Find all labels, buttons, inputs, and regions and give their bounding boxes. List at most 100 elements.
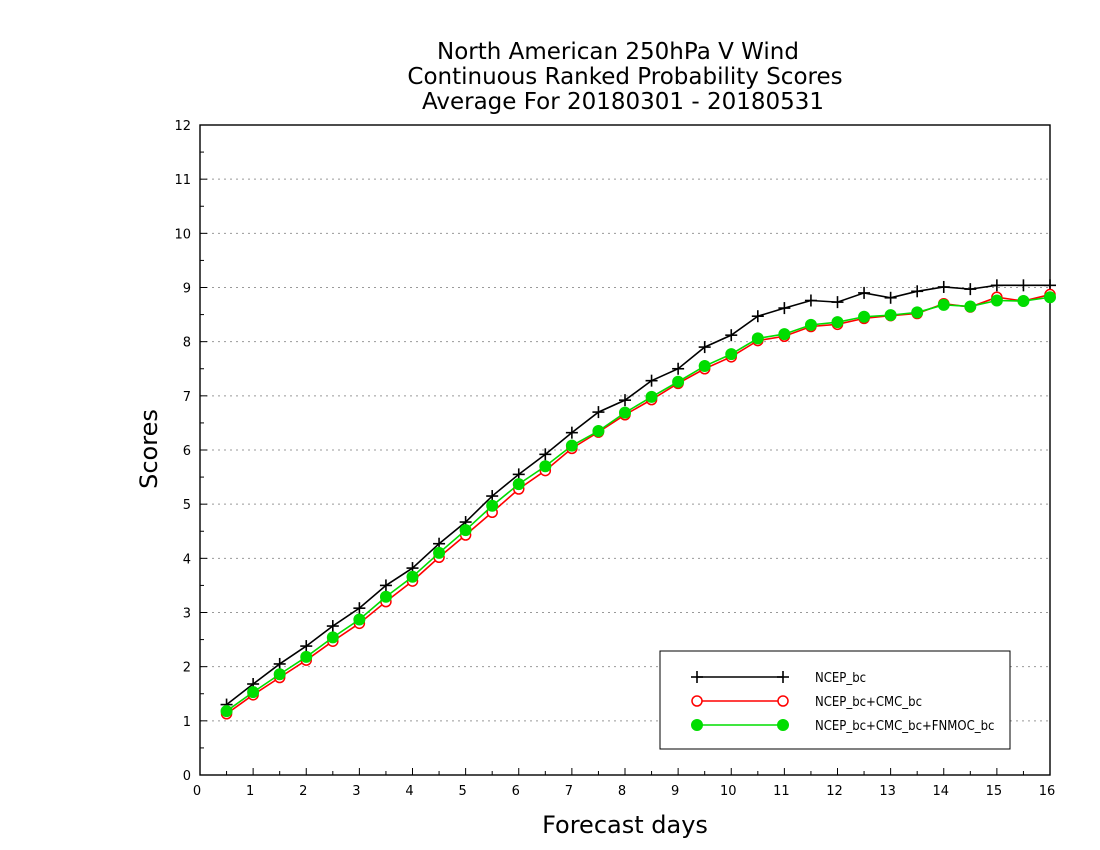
x-tick-label: 9: [671, 784, 679, 799]
chart-title: North American 250hPa V Wind Continuous …: [407, 39, 842, 115]
data-point: [645, 390, 658, 403]
y-tick-label: 2: [183, 661, 191, 676]
y-tick-label: 5: [183, 498, 191, 513]
data-point: [1017, 295, 1030, 308]
y-tick-label: 12: [174, 119, 191, 134]
data-point: [831, 296, 844, 309]
data-point: [433, 546, 446, 559]
data-point: [247, 686, 260, 699]
data-point: [751, 332, 764, 345]
data-point: [698, 341, 711, 354]
y-tick-label: 6: [183, 444, 191, 459]
legend-marker-end: [777, 719, 789, 731]
x-tick-label: 16: [1039, 784, 1056, 799]
x-axis-label: Forecast days: [542, 811, 708, 839]
series-2: [220, 291, 1056, 718]
legend-marker-end: [777, 671, 789, 683]
legend-marker-start: [691, 695, 703, 707]
x-tick-label: 0: [193, 784, 201, 799]
data-point: [486, 499, 499, 512]
data-point: [858, 286, 871, 299]
data-point: [911, 285, 924, 298]
x-tick-label: 8: [618, 784, 626, 799]
y-tick-label: 0: [183, 769, 191, 784]
legend-marker-start: [691, 719, 703, 731]
legend: NCEP_bc NCEP_bc+CMC_bc NCEP_bc+CMC_bc+FNMO…: [659, 650, 1011, 750]
data-point: [645, 374, 658, 387]
data-point: [326, 620, 339, 633]
data-point: [565, 426, 578, 439]
legend-box: [659, 650, 1011, 750]
y-tick-label: 7: [183, 390, 191, 405]
series: [220, 279, 1056, 720]
x-tick-label: 1: [246, 784, 254, 799]
y-tick-label: 3: [183, 607, 191, 622]
x-tick-label: 7: [565, 784, 573, 799]
x-tick-label: 5: [458, 784, 466, 799]
data-point: [937, 298, 950, 311]
legend-marker-start: [691, 671, 703, 683]
data-point: [884, 309, 897, 322]
title-line-3: Average For 20180301 - 20180531: [422, 89, 824, 115]
data-point: [539, 460, 552, 473]
y-axis-label: Scores: [135, 409, 163, 489]
data-point: [300, 650, 313, 663]
data-point: [1044, 291, 1056, 304]
series-line-0: [226, 284, 1050, 706]
x-tick-label: 11: [773, 784, 790, 799]
data-point: [990, 279, 1003, 292]
x-tick-label: 2: [299, 784, 307, 799]
data-point: [751, 310, 764, 323]
data-point: [804, 318, 817, 331]
data-point: [778, 328, 791, 341]
y-tick-label: 11: [174, 173, 191, 188]
data-point: [964, 283, 977, 296]
data-point: [725, 329, 738, 342]
data-point: [619, 394, 631, 407]
y-tick-label: 9: [183, 282, 191, 297]
data-point: [964, 300, 977, 313]
data-point: [300, 640, 313, 653]
data-point: [911, 306, 924, 319]
data-point: [353, 602, 366, 615]
y-tick-label: 10: [174, 227, 191, 242]
data-point: [831, 316, 844, 329]
data-point: [512, 478, 525, 491]
data-point: [937, 280, 950, 293]
legend-label-1: NCEP_bc+CMC_bc: [815, 695, 922, 710]
data-point: [379, 590, 392, 603]
data-point: [778, 302, 791, 315]
data-point: [858, 310, 871, 323]
title-line-1: North American 250hPa V Wind: [437, 39, 799, 65]
data-point: [804, 294, 817, 307]
data-point: [1017, 279, 1030, 292]
y-tick-label: 1: [183, 715, 191, 730]
x-tick-label: 3: [352, 784, 360, 799]
data-point: [672, 362, 685, 375]
y-tick-label: 4: [183, 552, 191, 567]
x-tick-label: 4: [405, 784, 413, 799]
data-point: [592, 406, 605, 419]
data-point: [672, 375, 685, 388]
data-point: [565, 439, 578, 452]
data-point: [619, 406, 631, 419]
data-point: [539, 448, 552, 461]
title-line-2: Continuous Ranked Probability Scores: [407, 64, 842, 90]
x-tick-label: 13: [879, 784, 896, 799]
series-0: [220, 279, 1056, 711]
data-point: [379, 579, 392, 592]
data-point: [725, 348, 738, 361]
x-tick-label: 15: [986, 784, 1003, 799]
data-point: [273, 668, 286, 681]
x-tick-label: 14: [932, 784, 949, 799]
data-point: [592, 425, 605, 438]
data-point: [220, 705, 233, 718]
data-point: [406, 570, 419, 583]
legend-marker-end: [777, 695, 789, 707]
x-tick-label: 12: [826, 784, 843, 799]
data-point: [698, 360, 711, 373]
x-tick-label: 6: [512, 784, 520, 799]
data-point: [273, 657, 286, 670]
